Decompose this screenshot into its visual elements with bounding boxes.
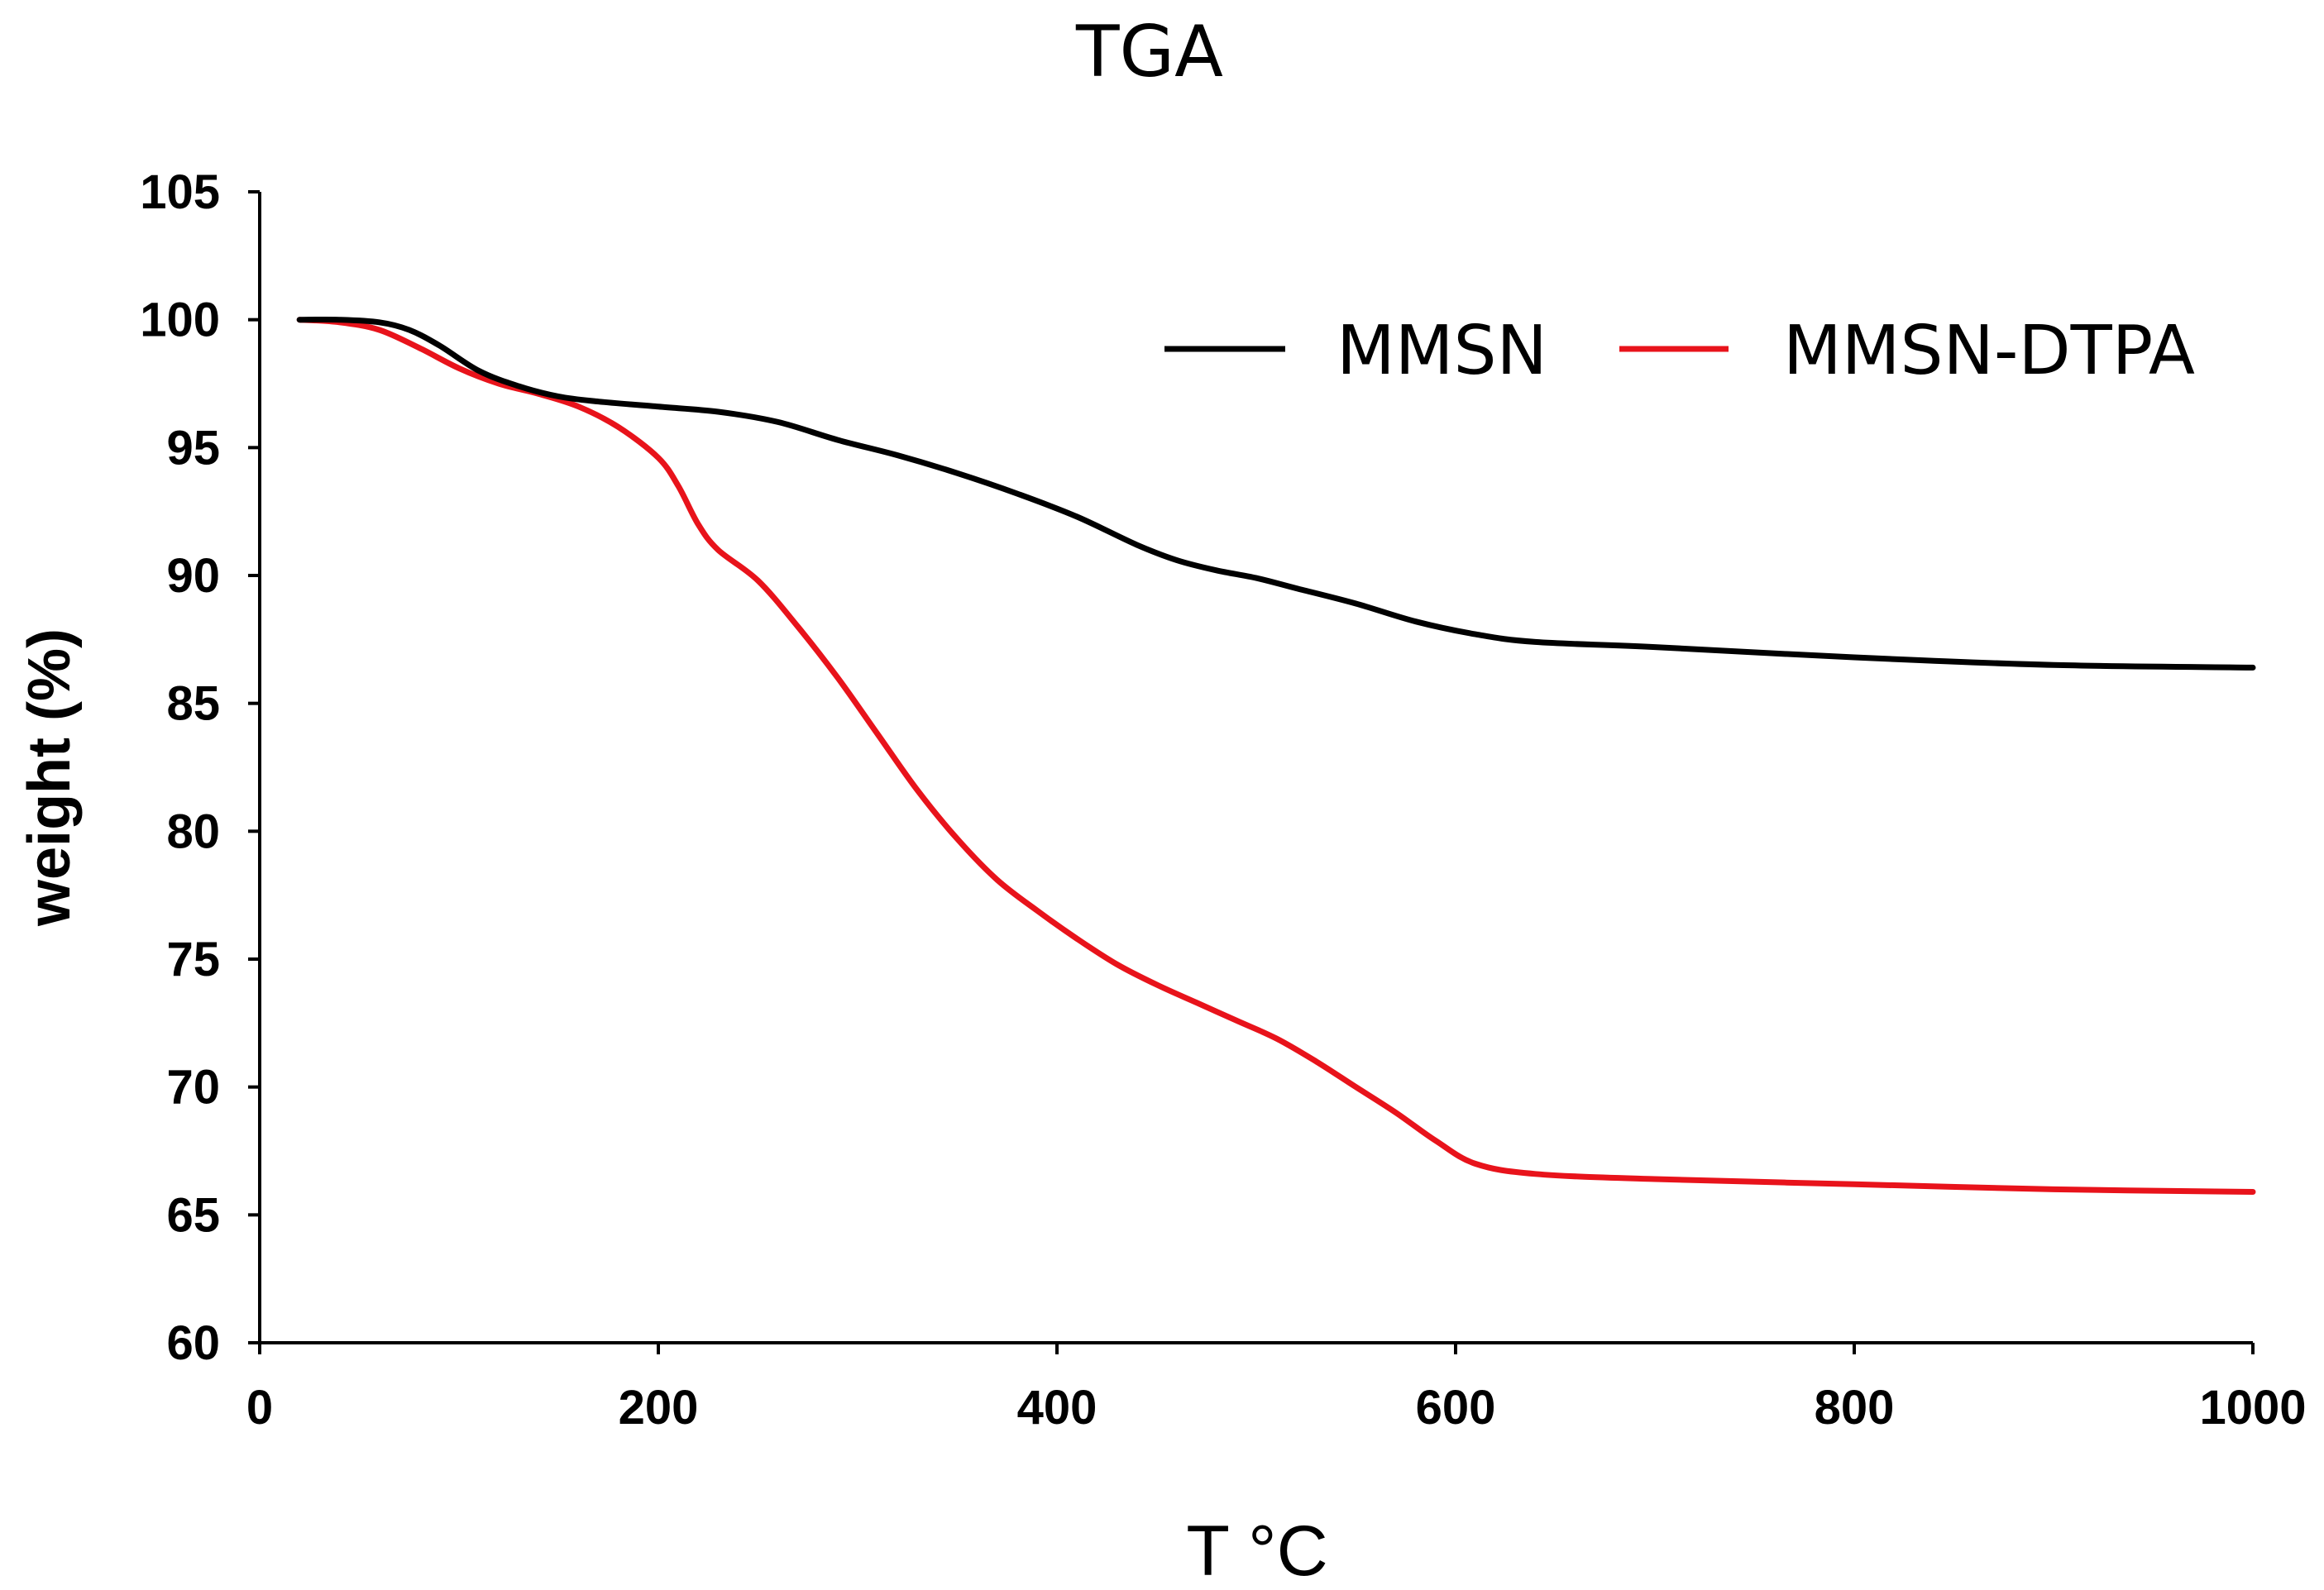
y-tick-label: 95 (166, 421, 220, 475)
y-tick-label: 80 (166, 805, 220, 858)
x-tick-label: 200 (619, 1381, 699, 1435)
series-line-mmsn-dtpa (296, 317, 2256, 1195)
x-tick-label: 1000 (2199, 1381, 2306, 1435)
legend-label-mmsn: MMSN (1337, 312, 1547, 390)
x-ticks: 0 200 400 600 800 1000 (246, 1343, 2307, 1435)
y-tick-label: 105 (140, 165, 220, 219)
y-tick-label: 90 (166, 549, 220, 603)
legend: MMSN MMSN-DTPA (1164, 312, 2195, 390)
x-tick-label: 400 (1017, 1381, 1097, 1435)
y-tick-label: 70 (166, 1061, 220, 1115)
y-ticks: 60 65 70 75 80 85 90 95 100 105 (140, 165, 260, 1370)
chart-title: TGA (1075, 11, 1223, 93)
x-axis-label: T °C (1186, 1511, 1327, 1590)
y-tick-label: 65 (166, 1188, 220, 1242)
series-layer (296, 316, 2256, 1195)
y-tick-label: 85 (166, 677, 220, 731)
y-axis-label: weight (%) (17, 628, 83, 927)
y-tick-label: 60 (166, 1316, 220, 1370)
x-tick-label: 800 (1815, 1381, 1895, 1435)
y-tick-label: 100 (140, 294, 220, 347)
y-tick-label: 75 (166, 933, 220, 986)
legend-label-mmsn-dtpa: MMSN-DTPA (1783, 312, 2195, 390)
series-line-mmsn (296, 316, 2256, 671)
x-tick-label: 600 (1416, 1381, 1496, 1435)
x-tick-label: 0 (246, 1381, 273, 1435)
